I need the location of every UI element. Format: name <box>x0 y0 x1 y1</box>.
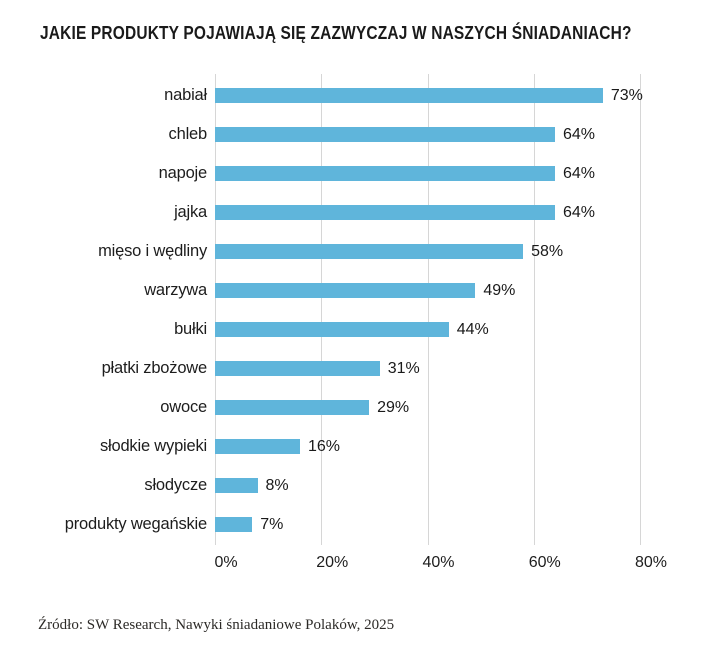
x-tick-label: 40% <box>422 554 455 571</box>
category-label: chleb <box>168 125 208 143</box>
gridline <box>533 74 535 545</box>
bar-row: warzywa 49% <box>40 271 700 310</box>
bar <box>215 322 449 337</box>
gridline <box>321 74 323 545</box>
value-label: 49% <box>483 281 516 299</box>
value-label: 58% <box>531 242 564 260</box>
bar-row: bułki 44% <box>40 310 700 349</box>
gridline <box>215 74 216 545</box>
bar-row: płatki zbożowe 31% <box>40 349 700 388</box>
bar <box>215 205 555 220</box>
category-label: warzywa <box>144 281 207 299</box>
value-label: 64% <box>563 125 596 143</box>
category-label: słodycze <box>144 476 207 494</box>
value-label: 64% <box>563 164 596 182</box>
category-label: napoje <box>158 164 208 182</box>
source-note: Źródło: SW Research, Nawyki śniadaniowe … <box>38 617 395 633</box>
bar-row: owoce 29% <box>40 388 700 427</box>
value-label: 31% <box>387 359 420 377</box>
bar-row: napoje 64% <box>40 154 700 193</box>
x-tick-label: 80% <box>634 554 668 571</box>
value-label: 44% <box>456 320 489 338</box>
bar <box>215 439 300 454</box>
gridline <box>640 74 641 545</box>
bar-row: jajka 64% <box>40 193 700 232</box>
bar <box>215 400 370 415</box>
bar <box>215 517 253 532</box>
value-label: 29% <box>377 398 410 416</box>
bar <box>215 127 555 142</box>
plot-gridlines <box>215 74 641 545</box>
category-label: jajka <box>174 203 207 221</box>
bar-row: mięso i wędliny 58% <box>40 232 700 271</box>
bar <box>215 166 555 181</box>
bar-row: chleb 64% <box>40 115 700 154</box>
x-tick-label: 0% <box>214 554 238 571</box>
bar-row: produkty wegańskie 7% <box>40 505 700 544</box>
bar <box>215 478 258 493</box>
value-label: 8% <box>265 476 289 494</box>
bar <box>215 361 380 376</box>
chart-title: JAKIE PRODUKTY POJAWIAJĄ SIĘ ZAZWYCZAJ W… <box>40 23 632 43</box>
bar-row: słodycze 8% <box>40 466 700 505</box>
category-label: owoce <box>160 398 207 416</box>
bar <box>215 88 603 103</box>
x-tick-label: 20% <box>316 554 349 571</box>
value-label: 73% <box>610 86 643 104</box>
bar-row: słodkie wypieki 16% <box>40 427 700 466</box>
bar-rows: nabiał 73% chleb 64% napoje 64% jajka 64% mięso … <box>40 76 700 544</box>
bar <box>215 283 476 298</box>
x-tick-label: 60% <box>528 554 561 571</box>
value-label: 16% <box>308 437 341 455</box>
category-label: nabiał <box>164 86 207 104</box>
category-label: bułki <box>174 320 207 338</box>
gridline <box>427 74 429 545</box>
x-axis: 0% 20% 40% 60% 80% <box>214 554 667 574</box>
category-label: słodkie wypieki <box>99 437 207 455</box>
value-label: 64% <box>563 203 596 221</box>
bar-row: nabiał 73% <box>40 76 700 115</box>
category-label: płatki zbożowe <box>101 359 208 377</box>
bar <box>215 244 524 259</box>
category-label: produkty wegańskie <box>64 515 207 533</box>
category-label: mięso i wędliny <box>98 242 207 260</box>
value-label: 7% <box>260 515 284 533</box>
